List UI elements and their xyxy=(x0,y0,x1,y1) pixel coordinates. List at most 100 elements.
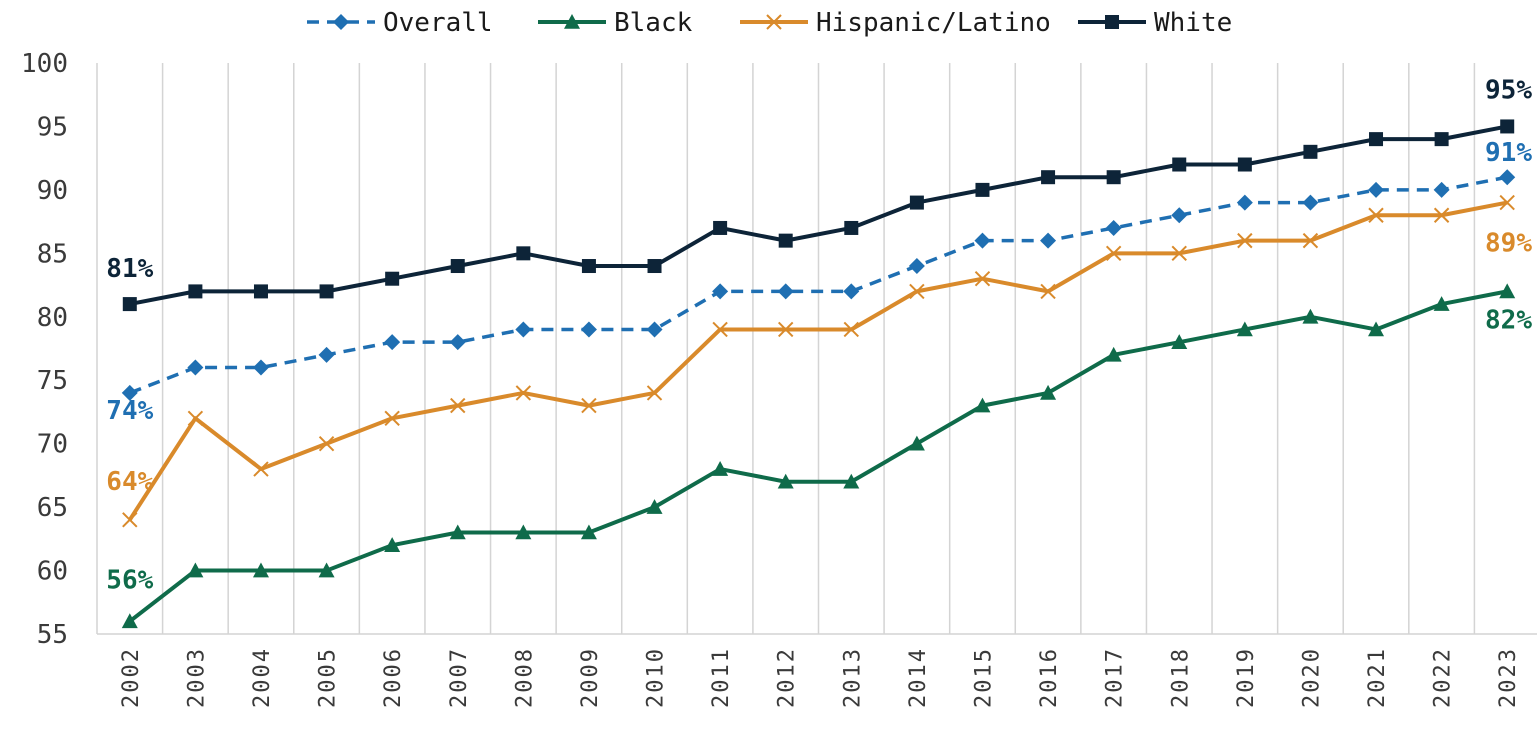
data-point xyxy=(1302,308,1319,324)
data-point xyxy=(384,334,401,351)
x-tick-label: 2014 xyxy=(906,647,931,708)
data-point xyxy=(1105,245,1122,262)
x-tick-label: 2006 xyxy=(381,647,406,708)
data-point-stroke xyxy=(1040,283,1056,300)
x-tick-label: 2015 xyxy=(971,647,996,708)
y-tick-label: 80 xyxy=(37,303,68,333)
data-point xyxy=(187,359,204,376)
end-data-label: 95% xyxy=(1485,75,1532,105)
y-tick-label: 90 xyxy=(37,176,68,206)
data-point xyxy=(1172,157,1187,172)
data-point xyxy=(1303,144,1318,159)
start-data-label: 56% xyxy=(106,565,153,595)
data-point xyxy=(581,259,596,274)
legend-item-hispanic-latino: Hispanic/Latino xyxy=(740,8,1051,38)
x-tick-label: 2004 xyxy=(250,647,275,708)
data-point xyxy=(1040,384,1057,400)
data-point xyxy=(1236,321,1253,337)
data-point xyxy=(385,271,400,286)
data-point xyxy=(515,321,532,338)
x-tick-label: 2007 xyxy=(447,647,472,708)
series-line xyxy=(129,124,1508,307)
legend-item-black: Black xyxy=(538,8,693,38)
legend: Overall Black Hispanic/Latino White xyxy=(307,8,1232,38)
axes: 55 60 65 70 75 80 85 90 95 100 2002 2003 2004 2005 200… xyxy=(21,49,1537,708)
data-point-stroke xyxy=(384,410,400,426)
data-point xyxy=(1499,169,1516,186)
data-point xyxy=(187,562,204,578)
x-tick-label: 2003 xyxy=(184,647,209,708)
legend-label: Overall xyxy=(383,8,493,38)
series-line xyxy=(128,200,1508,521)
data-point xyxy=(121,384,138,401)
data-point xyxy=(253,284,268,299)
data-point-stroke xyxy=(1368,207,1384,223)
data-point xyxy=(1040,283,1056,300)
data-point xyxy=(1171,207,1188,224)
start-data-label: 74% xyxy=(106,396,153,426)
data-point-stroke xyxy=(712,321,728,338)
data-point xyxy=(975,182,990,197)
x-tick-label: 2020 xyxy=(1299,647,1324,708)
y-tick-label: 55 xyxy=(37,620,68,650)
data-point xyxy=(252,359,269,376)
y-tick-label: 60 xyxy=(37,557,68,587)
data-point xyxy=(843,283,860,300)
data-point-stroke xyxy=(766,14,782,30)
data-point xyxy=(384,410,400,426)
data-point-stroke xyxy=(974,271,991,287)
data-point xyxy=(188,284,203,299)
data-point-stroke xyxy=(909,283,925,300)
data-point xyxy=(1500,119,1515,134)
data-point xyxy=(1105,346,1122,362)
data-point xyxy=(449,334,466,351)
data-point xyxy=(1368,181,1385,198)
data-point xyxy=(646,321,663,338)
data-point xyxy=(1105,15,1119,29)
data-point xyxy=(122,512,138,528)
data-point-stroke xyxy=(122,512,138,528)
data-point xyxy=(974,232,991,249)
x-tick-label: 2017 xyxy=(1103,647,1128,708)
data-point xyxy=(580,321,597,338)
start-data-label: 81% xyxy=(106,254,153,284)
data-point xyxy=(908,258,925,275)
data-point xyxy=(778,233,793,248)
data-point xyxy=(515,524,532,540)
data-point xyxy=(1237,157,1252,172)
x-tick-label: 2022 xyxy=(1431,647,1456,708)
data-point xyxy=(646,385,663,401)
data-point-stroke xyxy=(515,385,532,401)
legend-label: White xyxy=(1154,8,1232,38)
data-point xyxy=(712,321,728,338)
y-tick-label: 95 xyxy=(37,112,68,142)
legend-item-overall: Overall xyxy=(307,8,493,38)
data-point xyxy=(646,499,663,514)
data-point xyxy=(1171,334,1188,349)
data-point xyxy=(1040,232,1057,249)
x-tick-label: 2009 xyxy=(578,647,603,708)
y-tick-label: 100 xyxy=(21,49,68,79)
series-line xyxy=(129,175,1508,395)
end-data-label: 82% xyxy=(1485,305,1532,335)
data-point xyxy=(777,473,794,489)
data-point xyxy=(187,410,204,426)
data-point xyxy=(450,259,465,274)
legend-label: Black xyxy=(614,8,693,38)
data-point-stroke xyxy=(581,397,597,414)
data-point xyxy=(908,435,925,451)
data-point xyxy=(252,562,269,578)
x-tick-label: 2012 xyxy=(775,647,800,708)
data-point xyxy=(1041,170,1056,185)
x-tick-label: 2011 xyxy=(709,647,734,708)
data-point xyxy=(1433,207,1450,223)
y-tick-label: 75 xyxy=(37,366,68,396)
data-point-stroke xyxy=(1237,232,1253,249)
data-point xyxy=(253,461,269,477)
data-point-stroke xyxy=(1302,232,1319,249)
data-point xyxy=(974,397,991,413)
x-tick-label: 2010 xyxy=(644,647,669,708)
end-data-label: 91% xyxy=(1485,138,1532,168)
series-hispanic-latino xyxy=(122,194,1515,528)
data-point-stroke xyxy=(843,321,860,338)
